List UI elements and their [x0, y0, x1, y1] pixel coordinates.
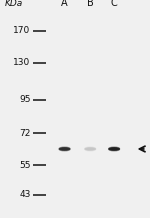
Text: A: A [61, 0, 68, 8]
Ellipse shape [108, 147, 120, 151]
Text: KDa: KDa [5, 0, 23, 8]
Ellipse shape [84, 148, 96, 152]
Text: 95: 95 [19, 95, 31, 104]
Ellipse shape [84, 146, 96, 150]
Text: 55: 55 [19, 161, 31, 170]
Ellipse shape [108, 146, 120, 150]
Text: B: B [87, 0, 94, 8]
Ellipse shape [84, 147, 96, 151]
Ellipse shape [59, 146, 70, 150]
Text: 43: 43 [19, 190, 31, 199]
Ellipse shape [108, 148, 120, 152]
Ellipse shape [59, 147, 70, 151]
Text: 170: 170 [13, 26, 31, 35]
Text: 72: 72 [19, 129, 31, 138]
Text: C: C [111, 0, 118, 8]
Ellipse shape [59, 148, 70, 152]
Text: 130: 130 [13, 58, 31, 67]
